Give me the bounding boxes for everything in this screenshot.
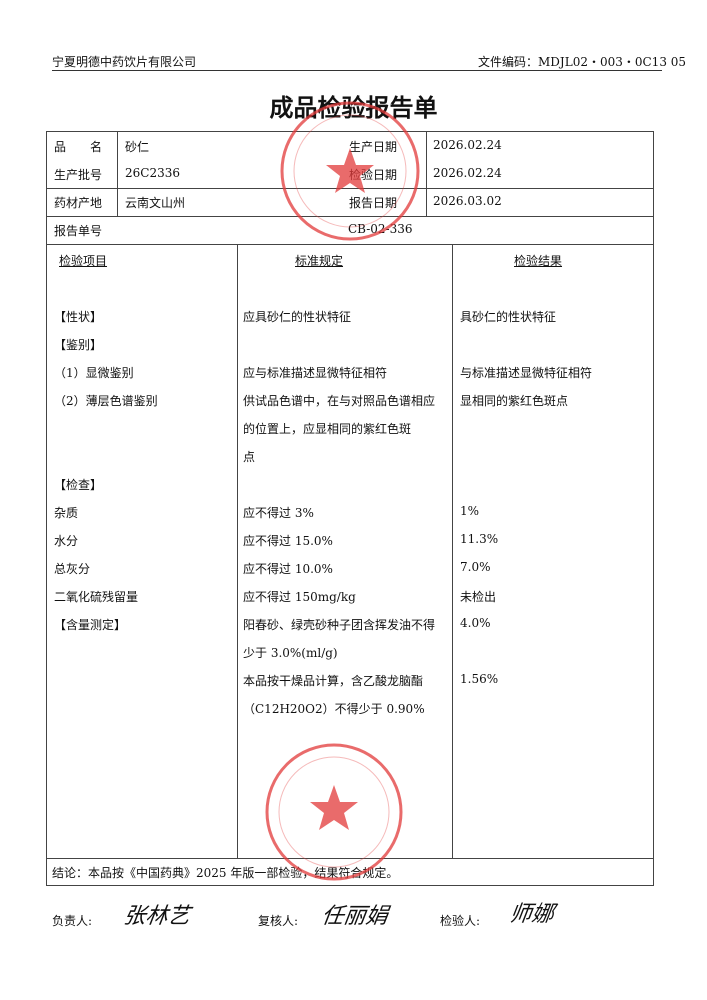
origin: 云南文山州 bbox=[125, 196, 186, 210]
row-result: 未检出 bbox=[460, 590, 497, 604]
inspector-signature: 师娜 bbox=[507, 902, 556, 927]
row-standard: 本品按干燥品计算，含乙酸龙脑酯 bbox=[243, 674, 424, 688]
column-header-item: 检验项目 bbox=[59, 254, 108, 268]
column-header-result: 检验结果 bbox=[514, 254, 563, 268]
responsible-label: 负责人: bbox=[52, 914, 93, 928]
row-result: 1.56% bbox=[460, 672, 499, 686]
row-item: 【检查】 bbox=[54, 478, 103, 492]
origin-label: 药材产地 bbox=[54, 196, 103, 210]
company-name: 宁夏明德中药饮片有限公司 bbox=[52, 55, 197, 69]
row-standard: 点 bbox=[243, 450, 256, 464]
row-result: 4.0% bbox=[460, 616, 491, 630]
row-standard: 应与标准描述显微特征相符 bbox=[243, 366, 388, 380]
row-standard: 应具砂仁的性状特征 bbox=[243, 310, 352, 324]
row-item: 二氧化硫残留量 bbox=[54, 590, 139, 604]
row-standard: 阳春砂、绿壳砂种子团含挥发油不得 bbox=[243, 618, 436, 632]
row-item: （2）薄层色谱鉴别 bbox=[54, 394, 158, 408]
report-number-label: 报告单号 bbox=[54, 224, 103, 238]
product-name: 砂仁 bbox=[125, 140, 150, 154]
row-standard: 应不得过 10.0% bbox=[243, 562, 333, 576]
row-item: 杂质 bbox=[54, 506, 79, 520]
document-code: 文件编码：MDJL02・003・0C13 05 bbox=[478, 55, 687, 69]
responsible-signature: 张林艺 bbox=[121, 904, 192, 929]
row-standard: 应不得过 150mg/kg bbox=[243, 590, 356, 604]
header-divider bbox=[52, 70, 662, 71]
row-divider bbox=[46, 858, 653, 859]
test-date: 2026.02.24 bbox=[433, 166, 502, 180]
row-result: 与标准描述显微特征相符 bbox=[460, 366, 593, 380]
column-divider bbox=[426, 131, 427, 216]
row-result: 显相同的紫红色斑点 bbox=[460, 394, 569, 408]
column-divider bbox=[237, 244, 238, 858]
row-result: 11.3% bbox=[460, 532, 499, 546]
batch-label: 生产批号 bbox=[54, 168, 103, 182]
row-result: 7.0% bbox=[460, 560, 491, 574]
row-divider bbox=[46, 244, 653, 245]
row-item: 【性状】 bbox=[54, 310, 103, 324]
row-item: （1）显微鉴别 bbox=[54, 366, 134, 380]
row-standard: 少于 3.0%(ml/g) bbox=[243, 646, 338, 660]
row-result: 具砂仁的性状特征 bbox=[460, 310, 557, 324]
report-number: CB-02-336 bbox=[348, 222, 413, 236]
name-label: 品 名 bbox=[54, 140, 103, 154]
batch-number: 26C2336 bbox=[125, 166, 180, 180]
page-title: 成品检验报告单 bbox=[269, 94, 438, 122]
row-standard: （C12H20O2）不得少于 0.90% bbox=[243, 702, 425, 716]
row-standard: 供试品色谱中，在与对照品色谱相应 bbox=[243, 394, 436, 408]
row-standard: 应不得过 15.0% bbox=[243, 534, 333, 548]
test-date-label: 检验日期 bbox=[349, 168, 398, 182]
reviewer-label: 复核人: bbox=[258, 914, 299, 928]
conclusion: 结论：本品按《中国药典》2025 年版一部检验，结果符合规定。 bbox=[52, 866, 399, 880]
row-item: 总灰分 bbox=[54, 562, 91, 576]
row-standard: 应不得过 3% bbox=[243, 506, 314, 520]
column-header-standard: 标准规定 bbox=[295, 254, 344, 268]
inspector-label: 检验人: bbox=[440, 914, 481, 928]
row-result: 1% bbox=[460, 504, 480, 518]
production-date: 2026.02.24 bbox=[433, 138, 502, 152]
column-divider bbox=[117, 131, 118, 216]
row-divider bbox=[46, 188, 653, 189]
column-divider bbox=[452, 244, 453, 858]
row-item: 【鉴别】 bbox=[54, 338, 103, 352]
report-date-label: 报告日期 bbox=[349, 196, 398, 210]
report-date: 2026.03.02 bbox=[433, 194, 502, 208]
row-item: 水分 bbox=[54, 534, 79, 548]
row-standard: 的位置上，应显相同的紫红色斑 bbox=[243, 422, 412, 436]
row-divider bbox=[46, 216, 653, 217]
production-date-label: 生产日期 bbox=[349, 140, 398, 154]
reviewer-signature: 任丽娟 bbox=[319, 904, 390, 929]
row-item: 【含量测定】 bbox=[54, 618, 127, 632]
